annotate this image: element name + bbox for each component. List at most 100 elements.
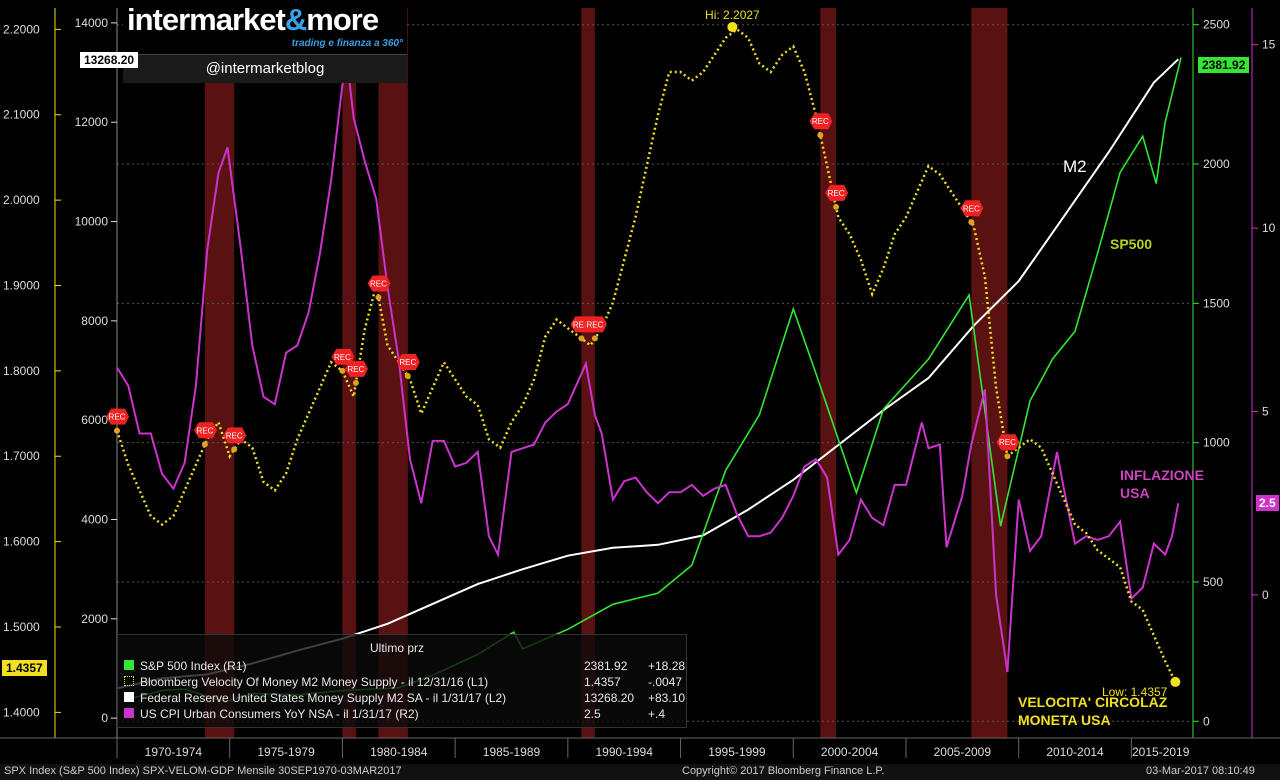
x-period-label: 1975-1979: [257, 745, 315, 759]
brand-handle: @intermarketblog: [205, 60, 325, 77]
cpi-line: [116, 59, 1180, 673]
legend-swatch-m2: [124, 692, 134, 702]
inflation-annotation: INFLAZIONE: [1120, 467, 1204, 483]
m2-tick-label: 12000: [75, 115, 109, 129]
sp500-tick-label: 2000: [1203, 157, 1230, 171]
rec-marker-shape: [960, 200, 984, 217]
x-period-label: 1995-1999: [708, 745, 766, 759]
x-period-label: 1985-1989: [483, 745, 541, 759]
legend-change: +18.28: [648, 659, 686, 673]
legend-swatch-velocity: [124, 676, 134, 686]
cpi-tick-label: 15: [1262, 38, 1276, 52]
rec-marker: REC: [367, 275, 391, 301]
rec-marker-dot: [404, 372, 411, 379]
recession-band: [204, 8, 235, 738]
legend-last: 2.5: [584, 707, 601, 721]
rec-marker: REC: [825, 184, 849, 210]
rec-marker-label: REC: [109, 413, 126, 422]
rec-marker-shape: [193, 422, 217, 439]
rec-marker-dot: [817, 132, 824, 139]
velocity-annotation: VELOCITA' CIRCOLAZ: [1018, 694, 1168, 710]
velocity-tick-label: 2.0000: [3, 193, 40, 207]
m2-last-flag: 13268.20: [80, 52, 139, 68]
rec-marker: REC: [960, 200, 984, 226]
legend-row-sp500: S&P 500 Index (R1) 2381.92 +18.28: [124, 659, 685, 674]
cpi-tick-label: 5: [1262, 405, 1269, 419]
rec-marker-label: REC: [370, 279, 387, 288]
m2-tick-label: 0: [101, 711, 108, 725]
rec-marker-label: REC: [348, 365, 365, 374]
sp500-last-flag: 2381.92: [1198, 57, 1250, 73]
sp500-series: [132, 57, 1182, 703]
legend-row-m2: Federal Reserve United States Money Supp…: [124, 691, 685, 706]
rec-marker: REC: [996, 434, 1020, 460]
rec-marker-dot: [231, 446, 238, 453]
rec-marker-shape: [825, 184, 849, 201]
legend-change: +83.10: [648, 691, 686, 705]
velocity-annotation-2: MONETA USA: [1018, 712, 1111, 728]
sp500-tick-label: 1000: [1203, 436, 1230, 450]
recession-band: [971, 8, 1008, 738]
rec-marker: REC: [809, 113, 833, 139]
rec-marker-dot: [578, 335, 585, 342]
rec-marker-label: REC: [334, 353, 351, 362]
rec-marker: REC: [193, 422, 217, 448]
cpi-tick-label: 0: [1262, 588, 1269, 602]
legend-last: 13268.20: [584, 691, 635, 705]
rec-marker: REC: [583, 316, 607, 342]
cpi-last-flag: 2.5: [1256, 495, 1279, 511]
velocity-tick-label: 1.4000: [3, 705, 40, 719]
legend-name: US CPI Urban Consumers YoY NSA - il 1/31…: [140, 707, 419, 721]
velocity-last-flag: 1.4357: [2, 660, 47, 676]
rec-marker: REC: [106, 408, 129, 434]
rec-marker-label: REC: [828, 189, 845, 198]
rec-marker-label: REC: [999, 438, 1016, 447]
rec-marker-label: REC: [226, 431, 243, 440]
cpi-tick-label: 10: [1262, 221, 1276, 235]
rec-marker-dot: [114, 427, 120, 434]
legend-row-velocity: Bloomberg Velocity Of Money M2 Money Sup…: [124, 675, 682, 690]
rec-marker-dot: [352, 379, 359, 386]
legend-swatch-cpi: [124, 708, 134, 718]
legend-row-cpi: US CPI Urban Consumers YoY NSA - il 1/31…: [124, 707, 680, 722]
cpi-series: [116, 59, 1180, 673]
rec-marker-dot: [339, 367, 346, 374]
velocity-line: [115, 27, 1177, 683]
m2-tick-label: 2000: [81, 612, 108, 626]
brand-name: intermarket&more: [127, 2, 379, 37]
rec-marker-shape: [223, 427, 247, 444]
velocity-tick-label: 1.6000: [3, 535, 40, 549]
sp500-tick-label: 1500: [1203, 296, 1230, 310]
legend-header: Ultimo prz: [370, 641, 425, 655]
recession-band: [378, 8, 408, 738]
velocity-tick-label: 1.7000: [3, 449, 40, 463]
rec-marker: REC: [331, 348, 355, 374]
velocity-tick-label: 2.1000: [3, 108, 40, 122]
velocity-series: [115, 27, 1177, 683]
rec-marker-shape: [331, 348, 355, 365]
recession-bands: [204, 8, 1008, 738]
x-period-label: 1990-1994: [596, 745, 654, 759]
m2-tick-label: 8000: [81, 314, 108, 328]
rec-marker-shape: [809, 113, 833, 130]
rec-marker: REC: [396, 353, 420, 379]
m2-annotation: M2: [1063, 157, 1087, 176]
legend-name: Bloomberg Velocity Of Money M2 Money Sup…: [140, 675, 489, 689]
x-period-label: 2005-2009: [934, 745, 992, 759]
rec-marker: REC: [223, 427, 247, 453]
rec-marker-shape: [396, 353, 420, 370]
rec-marker-label: REC: [963, 204, 980, 213]
velocity-low-marker: [1170, 676, 1181, 687]
sp500-tick-label: 0: [1203, 714, 1210, 728]
rec-marker-label: REC: [399, 358, 416, 367]
x-period-label: 2010-2014: [1046, 745, 1104, 759]
rec-marker-label: REC: [573, 320, 590, 329]
m2-tick-label: 4000: [81, 512, 108, 526]
velocity-tick-label: 1.5000: [3, 620, 40, 634]
rec-marker-dot: [591, 335, 598, 342]
legend-change: +.4: [648, 707, 666, 721]
rec-marker-dot: [375, 294, 382, 301]
footer-bar: SPX Index (S&P 500 Index) SPX-VELOM-GDP …: [0, 764, 1280, 780]
